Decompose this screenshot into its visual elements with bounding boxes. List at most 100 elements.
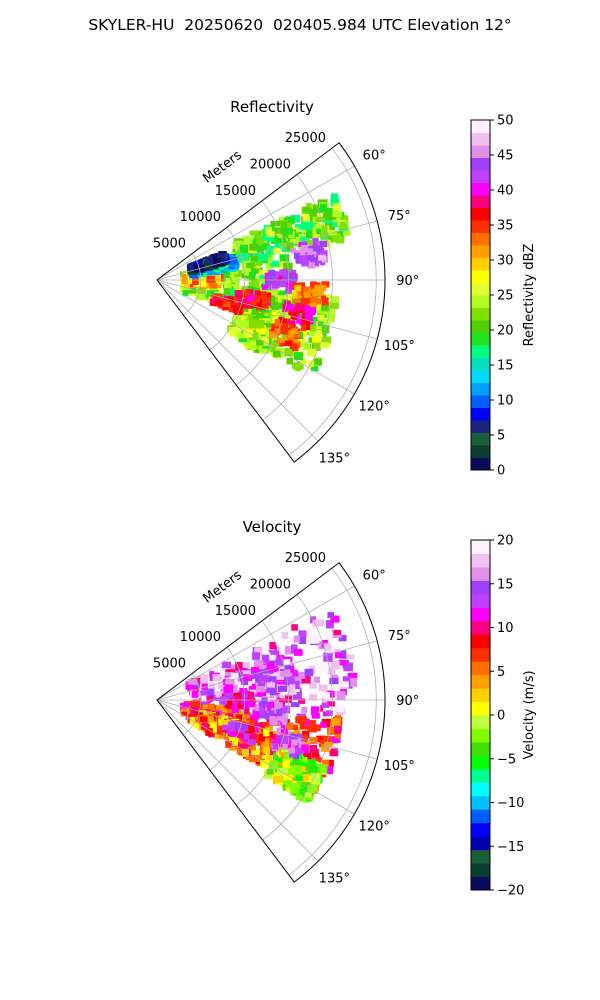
velocity-colorbar-tick-label: −10 xyxy=(497,796,524,811)
reflectivity-echo-cell xyxy=(332,222,339,228)
reflectivity-echo-cell xyxy=(313,358,323,366)
reflectivity-echo-cell xyxy=(309,208,318,217)
reflectivity-echo-cell xyxy=(330,296,340,303)
reflectivity-colorbar-label: Reflectivity dBZ xyxy=(522,244,537,347)
reflectivity-echo-cell xyxy=(308,328,317,337)
velocity-echo-cell xyxy=(254,660,264,668)
reflectivity-colorbar-tick-label: 50 xyxy=(497,114,514,129)
reflectivity-echo-cell xyxy=(201,288,211,294)
velocity-echo-cell xyxy=(291,680,300,690)
reflectivity-echo-core xyxy=(288,330,294,338)
reflectivity-echo-cell xyxy=(247,306,255,316)
velocity-echo-cell xyxy=(308,759,316,768)
velocity-echo-cell xyxy=(251,749,260,756)
velocity-echo-cell xyxy=(301,774,310,782)
reflectivity-echo-cell xyxy=(320,342,331,349)
velocity-echo-cell xyxy=(261,654,269,663)
reflectivity-colorbar-swatch xyxy=(471,145,490,158)
velocity-echo-cell xyxy=(246,718,256,725)
reflectivity-echo-cell xyxy=(327,314,335,323)
reflectivity-echo-cell xyxy=(277,347,286,357)
reflectivity-echo-cell xyxy=(309,226,319,233)
velocity-echo-cell xyxy=(342,676,353,685)
velocity-echo-cell xyxy=(307,785,318,793)
velocity-echo-cell xyxy=(237,742,248,749)
velocity-echo-cell xyxy=(269,641,277,650)
reflectivity-echo-cell xyxy=(342,230,351,236)
reflectivity-colorbar-swatch xyxy=(471,282,490,296)
velocity-echo-cell xyxy=(239,687,248,696)
reflectivity-echo-core xyxy=(306,254,312,261)
reflectivity-range-ring xyxy=(209,226,246,351)
reflectivity-azimuth-tick-label: 90° xyxy=(396,274,419,289)
velocity-echo-cell xyxy=(269,731,279,737)
velocity-echo-cell xyxy=(291,624,298,631)
reflectivity-echo-core xyxy=(282,276,288,282)
reflectivity-range-axis-label: Meters xyxy=(200,148,245,187)
reflectivity-echo-core xyxy=(291,328,298,335)
velocity-echo-cell xyxy=(230,664,239,673)
reflectivity-echo-cell xyxy=(325,294,333,300)
velocity-echo-core xyxy=(282,743,288,750)
velocity-echo-cell xyxy=(191,690,199,698)
velocity-range-ring xyxy=(235,620,289,806)
velocity-echo-cell xyxy=(288,768,299,776)
velocity-colorbar-swatch xyxy=(471,768,490,783)
velocity-colorbar-tick-label: 0 xyxy=(497,709,505,724)
velocity-echo-cell xyxy=(329,677,339,685)
reflectivity-echo-core xyxy=(298,282,305,291)
reflectivity-echo-cell xyxy=(250,255,259,262)
velocity-colorbar-swatch xyxy=(471,607,490,622)
reflectivity-azimuth-spoke xyxy=(156,279,378,340)
reflectivity-echo-cell xyxy=(234,313,241,320)
reflectivity-echo-core xyxy=(305,305,312,313)
reflectivity-echo-cell xyxy=(230,289,239,299)
velocity-echo-core xyxy=(293,737,302,744)
velocity-echo-cell xyxy=(245,747,256,756)
reflectivity-echo-cell xyxy=(323,318,331,325)
velocity-range-tick-label: 15000 xyxy=(215,604,256,619)
reflectivity-echo-core xyxy=(314,257,321,264)
velocity-colorbar-swatch xyxy=(471,647,490,662)
velocity-echo-cell xyxy=(185,681,195,690)
velocity-echo-cell xyxy=(221,719,231,726)
reflectivity-colorbar-tick-label: 35 xyxy=(497,219,514,234)
velocity-range-tick-label: 5000 xyxy=(153,657,186,672)
reflectivity-echo-core xyxy=(290,313,298,320)
velocity-echo-core xyxy=(276,727,284,736)
velocity-echo-cell xyxy=(228,742,237,751)
velocity-echo-cell xyxy=(205,715,214,723)
reflectivity-echo-cell xyxy=(259,325,267,335)
velocity-range-ring xyxy=(262,594,333,841)
velocity-echo-cell xyxy=(300,734,308,742)
reflectivity-echo-core xyxy=(284,340,293,346)
velocity-colorbar-swatch xyxy=(471,795,490,810)
reflectivity-echo-cell xyxy=(249,243,258,251)
velocity-range-tick-label: 20000 xyxy=(250,577,291,592)
velocity-echo-cell xyxy=(217,725,224,733)
velocity-echo-cell xyxy=(299,760,309,767)
velocity-echo-cell xyxy=(214,732,222,740)
velocity-echo-cell xyxy=(316,735,327,743)
velocity-echo-core xyxy=(281,718,287,726)
velocity-colorbar-swatch xyxy=(471,634,490,649)
velocity-echo-core xyxy=(229,730,237,737)
reflectivity-azimuth-tick-label: 120° xyxy=(359,399,390,414)
reflectivity-echo-cell xyxy=(271,305,281,314)
velocity-echo-cell xyxy=(298,635,307,645)
reflectivity-echo-cell xyxy=(254,246,265,254)
reflectivity-colorbar-tick-label: 0 xyxy=(497,464,505,479)
velocity-echo-cell xyxy=(261,696,268,706)
velocity-echo-cell xyxy=(235,714,243,721)
velocity-colorbar-swatch xyxy=(471,809,490,824)
reflectivity-colorbar-swatch xyxy=(471,195,490,208)
reflectivity-echo-core xyxy=(303,286,311,293)
reflectivity-echo-cell xyxy=(286,357,293,365)
reflectivity-echo-core xyxy=(321,281,330,287)
reflectivity-colorbar-swatch xyxy=(471,270,490,283)
reflectivity-echo-cell xyxy=(258,269,268,276)
velocity-echo-cell xyxy=(304,792,312,798)
reflectivity-colorbar-tick-label: 25 xyxy=(497,289,514,304)
reflectivity-echo-core xyxy=(289,320,296,328)
velocity-azimuth-tick-label: 120° xyxy=(359,819,390,834)
